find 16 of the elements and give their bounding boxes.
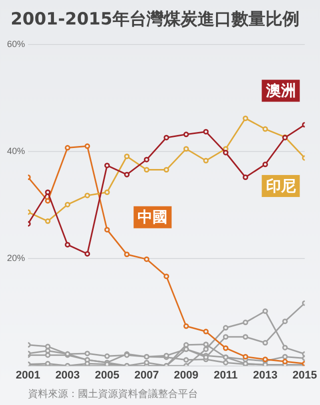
x-tick-label: 2013 [252,369,278,382]
series-label: 印尼 [266,176,296,195]
x-tick-label: 2011 [214,369,238,382]
source-note: 資料來源：國土資源資料會議整合平台 [28,388,198,401]
x-tick-label: 2003 [55,369,80,382]
series-label: 中國 [138,208,168,226]
x-tick-label: 2001 [16,369,40,382]
y-tick-label: 60% [7,38,26,49]
y-tick-label: 40% [7,146,26,156]
x-tick-label: 2005 [94,369,120,382]
y-tick-label: 20% [7,253,26,264]
x-tick-label: 2007 [134,369,159,382]
x-tick-label: 2015 [292,369,318,382]
x-tick-label: 2009 [174,369,198,382]
chart-title: 2001-2015年台灣煤炭進口數量比例 [10,10,300,30]
series-label: 澳洲 [264,82,296,100]
